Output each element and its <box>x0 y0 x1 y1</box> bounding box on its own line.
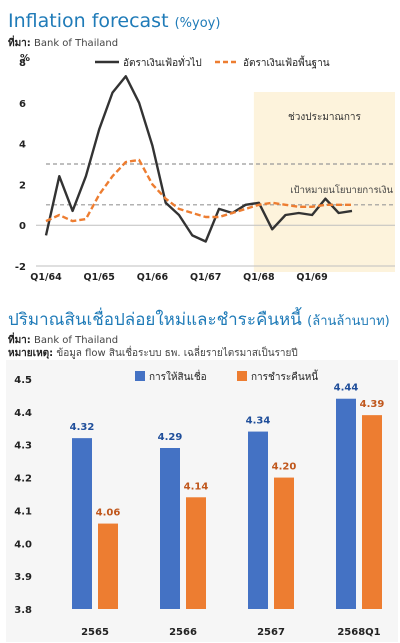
target-label: เป้าหมายนโยบายการเงิน <box>290 184 393 196</box>
loan-bar-chart: การให้สินเชื่อ การชำระคืนหนี้ 3.8 3.9 4.0 4.1… <box>14 369 385 638</box>
forecast-region <box>253 92 395 272</box>
x-tick-label: Q1/66 <box>137 272 169 283</box>
title-unit: (%yoy) <box>174 16 221 31</box>
bar-value-label: 4.14 <box>184 481 209 492</box>
legend-label-1: อัตราเงินเฟ้อพื้นฐาน <box>243 55 330 69</box>
y-tick-label: 4.3 <box>14 441 32 452</box>
y-tick-label: 0 <box>19 221 26 232</box>
x-tick-label: 2567 <box>257 627 285 638</box>
y-tick-label: 4.4 <box>14 408 32 419</box>
legend-label-1: การชำระคืนหนี้ <box>251 369 319 383</box>
series-line-0 <box>44 75 353 243</box>
bar-value-label: 4.39 <box>360 399 385 410</box>
legend-label-0: การให้สินเชื่อ <box>149 369 207 383</box>
bar-value-label: 4.34 <box>246 416 271 427</box>
note-text: ข้อมูล flow สินเชื่อระบบ ธพ. เฉลี่ยรายไต… <box>56 348 298 359</box>
bar <box>362 415 382 609</box>
y-tick-label: 2 <box>19 180 26 191</box>
y-tick-label: 4.2 <box>14 474 32 485</box>
bar <box>72 438 92 609</box>
note-label: หมายเหตุ: <box>8 348 54 359</box>
loan-flow-panel: ปริมาณสินเชื่อปล่อยใหม่และชำระคืนหนี้ (ล… <box>0 300 400 643</box>
y-tick-label: 4.5 <box>14 375 32 386</box>
x-tick-label: Q1/65 <box>84 272 115 283</box>
x-tick-label: Q1/67 <box>190 272 221 283</box>
source-line-inflation: ที่มา: Bank of Thailand <box>8 36 118 51</box>
bar-value-label: 4.29 <box>158 432 183 443</box>
x-tick-label: Q1/69 <box>296 272 327 283</box>
source-text: Bank of Thailand <box>34 38 119 49</box>
bar-value-label: 4.44 <box>334 383 359 394</box>
x-tick-label: 2568Q1 <box>337 627 380 638</box>
legend-swatch-0 <box>135 371 145 381</box>
note-line-loans: หมายเหตุ: ข้อมูล flow สินเชื่อระบบ ธพ. เ… <box>8 346 298 361</box>
bar <box>186 497 206 609</box>
title-unit: (ล้านล้านบาท) <box>307 314 390 329</box>
y-tick-label: 3.9 <box>14 572 32 583</box>
bar-value-label: 4.06 <box>96 508 121 519</box>
bar-value-label: 4.20 <box>272 462 297 473</box>
title-text: Inflation forecast <box>8 10 169 32</box>
y-tick-label: 8 <box>19 58 26 69</box>
legend-label-0: อัตราเงินเฟ้อทั่วไป <box>123 55 202 69</box>
bar <box>248 431 268 609</box>
forecast-label: ช่วงประมาณการ <box>288 112 362 123</box>
x-tick-label: 2565 <box>81 627 109 638</box>
y-tick-label: 6 <box>19 99 26 110</box>
y-tick-label: 4.0 <box>14 539 32 550</box>
series-line-1 <box>45 158 352 223</box>
y-tick-label: 4 <box>19 140 26 151</box>
y-tick-label: 4.1 <box>14 506 32 517</box>
title-text: ปริมาณสินเชื่อปล่อยใหม่และชำระคืนหนี้ <box>8 310 302 330</box>
source-line-loans: ที่มา: Bank of Thailand <box>8 333 118 348</box>
y-axis-unit: % <box>20 53 30 64</box>
y-tick-label: 3.8 <box>14 605 32 616</box>
chart-title-inflation: Inflation forecast (%yoy) <box>8 10 220 32</box>
inflation-forecast-panel: Inflation forecast (%yoy) ที่มา: Bank of… <box>0 0 400 300</box>
source-text: Bank of Thailand <box>34 335 119 346</box>
y-tick-label: -2 <box>15 262 26 273</box>
bar <box>160 448 180 609</box>
chart-title-loans: ปริมาณสินเชื่อปล่อยใหม่และชำระคืนหนี้ (ล… <box>8 306 390 333</box>
legend-swatch-1 <box>237 371 247 381</box>
x-tick-label: Q1/68 <box>243 272 275 283</box>
x-tick-label: Q1/64 <box>30 272 62 283</box>
x-tick-label: 2566 <box>169 627 197 638</box>
bar <box>98 523 118 609</box>
source-label: ที่มา: <box>8 38 31 49</box>
bar <box>336 398 356 609</box>
bar <box>274 477 294 609</box>
bar-value-label: 4.32 <box>70 422 95 433</box>
source-label: ที่มา: <box>8 335 31 346</box>
